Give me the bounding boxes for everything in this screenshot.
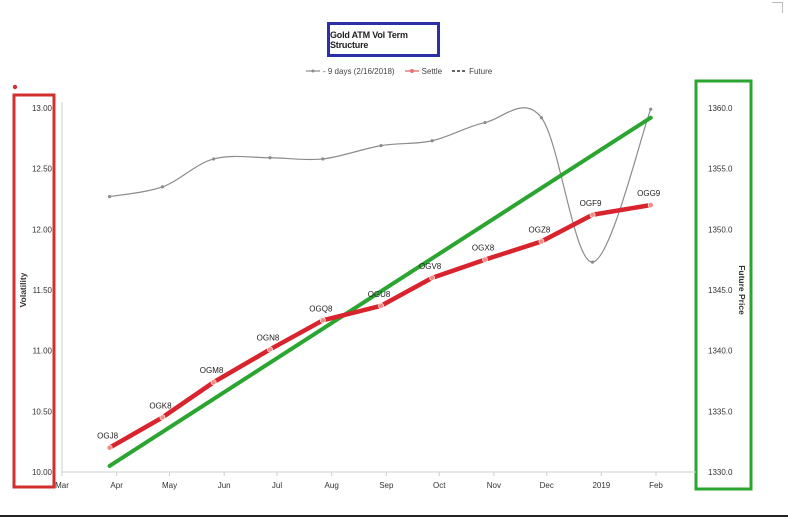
legend-label-future: Future <box>469 66 493 76</box>
series-9days-line <box>109 107 652 263</box>
legend-dashed-line-icon <box>452 70 467 72</box>
settle-point-label: OGU8 <box>368 290 391 299</box>
y-axis-title: Volatility <box>18 272 28 307</box>
series-settle-point <box>538 238 545 245</box>
y2-tick-label: 1350.0 <box>708 225 733 234</box>
y2-tick-label: 1330.0 <box>708 468 733 477</box>
series-settle-point <box>159 414 166 421</box>
y-tick-label: 10.00 <box>32 468 53 477</box>
legend[interactable]: - 9 days (2/16/2018) Settle Future <box>306 64 502 78</box>
y-tick-label: 11.50 <box>33 286 53 295</box>
series-settle-point <box>378 302 384 309</box>
y2-tick-label: 1345.0 <box>708 286 733 295</box>
settle-point-label: OGZ8 <box>529 225 551 234</box>
y2-tick-label: 1355.0 <box>708 165 733 174</box>
series-settle-point <box>210 379 217 386</box>
y-tick-label: 10.50 <box>32 407 53 416</box>
series-9days-point <box>211 157 216 161</box>
y-tick-label: 13.00 <box>32 104 53 113</box>
right-axis-frame <box>694 79 753 491</box>
series-settle-point <box>106 444 113 451</box>
y-tick-label: 12.00 <box>32 225 53 234</box>
x-tick-label: Oct <box>433 481 446 490</box>
series-9days-point <box>430 139 434 143</box>
x-tick-label: Aug <box>325 481 339 490</box>
legend-label-settle: Settle <box>421 66 443 76</box>
settle-point-label: OGF9 <box>580 199 602 208</box>
x-tick-label: Apr <box>110 481 123 490</box>
x-tick-label: Feb <box>649 481 663 490</box>
y-tick-label: 12.50 <box>32 165 53 174</box>
x-tick-label: Jun <box>218 481 231 490</box>
settle-point-label: OGX8 <box>472 244 495 253</box>
left-axis-frame <box>12 93 56 489</box>
x-tick-label: Jul <box>272 481 282 490</box>
settle-point-label: OGM8 <box>200 366 224 375</box>
legend-item-9days[interactable]: - 9 days (2/16/2018) <box>306 67 395 76</box>
y2-tick-label: 1335.0 <box>708 407 733 416</box>
chart-title: Gold ATM Vol Term Structure <box>327 22 440 57</box>
series-settle-point <box>647 202 654 208</box>
x-tick-label: Sep <box>379 481 394 490</box>
series-9days-point <box>160 185 165 189</box>
red-dot-marker <box>12 84 18 90</box>
x-tick-label: May <box>162 481 177 490</box>
series-9days-point <box>649 107 653 111</box>
legend-item-future[interactable]: Future <box>452 67 492 76</box>
series-settle-point <box>319 317 326 324</box>
y-tick-label: 11.00 <box>33 347 53 356</box>
series-settle-point <box>482 256 488 263</box>
settle-point-label: OGQ8 <box>309 304 333 313</box>
x-tick-label: 2019 <box>592 481 610 490</box>
legend-gray-line-icon <box>306 69 320 73</box>
y2-axis-title: Future Price <box>737 265 747 315</box>
x-tick-label: Mar <box>55 481 69 490</box>
series-9days-point <box>483 120 487 125</box>
legend-label-9days: - 9 days (2/16/2018) <box>323 66 395 76</box>
x-tick-label: Nov <box>487 481 501 490</box>
settle-point-label: OGN8 <box>257 333 280 342</box>
series-9days-point <box>379 144 383 148</box>
settle-point-label: OGV8 <box>419 262 442 271</box>
series-9days-point <box>539 116 544 120</box>
legend-red-line-icon <box>404 69 419 73</box>
y2-tick-label: 1360.0 <box>708 104 733 113</box>
series-9days-point <box>590 260 595 264</box>
series-settle-point <box>267 346 273 353</box>
settle-point-label: OGG9 <box>637 189 661 198</box>
series-settle-point <box>429 274 436 281</box>
series-9days-point <box>268 156 272 160</box>
series-future-line <box>107 115 653 468</box>
settle-point-label: OGK8 <box>149 401 172 410</box>
series-settle-point <box>589 211 596 218</box>
settle-point-label: OGJ8 <box>97 432 118 441</box>
series-9days-point <box>107 194 112 199</box>
corner-mark <box>772 2 783 13</box>
x-tick-label: Dec <box>540 481 554 490</box>
series-9days-point <box>321 157 325 161</box>
y2-tick-label: 1340.0 <box>708 347 733 356</box>
bottom-divider <box>0 515 788 517</box>
legend-item-settle[interactable]: Settle <box>404 66 443 76</box>
